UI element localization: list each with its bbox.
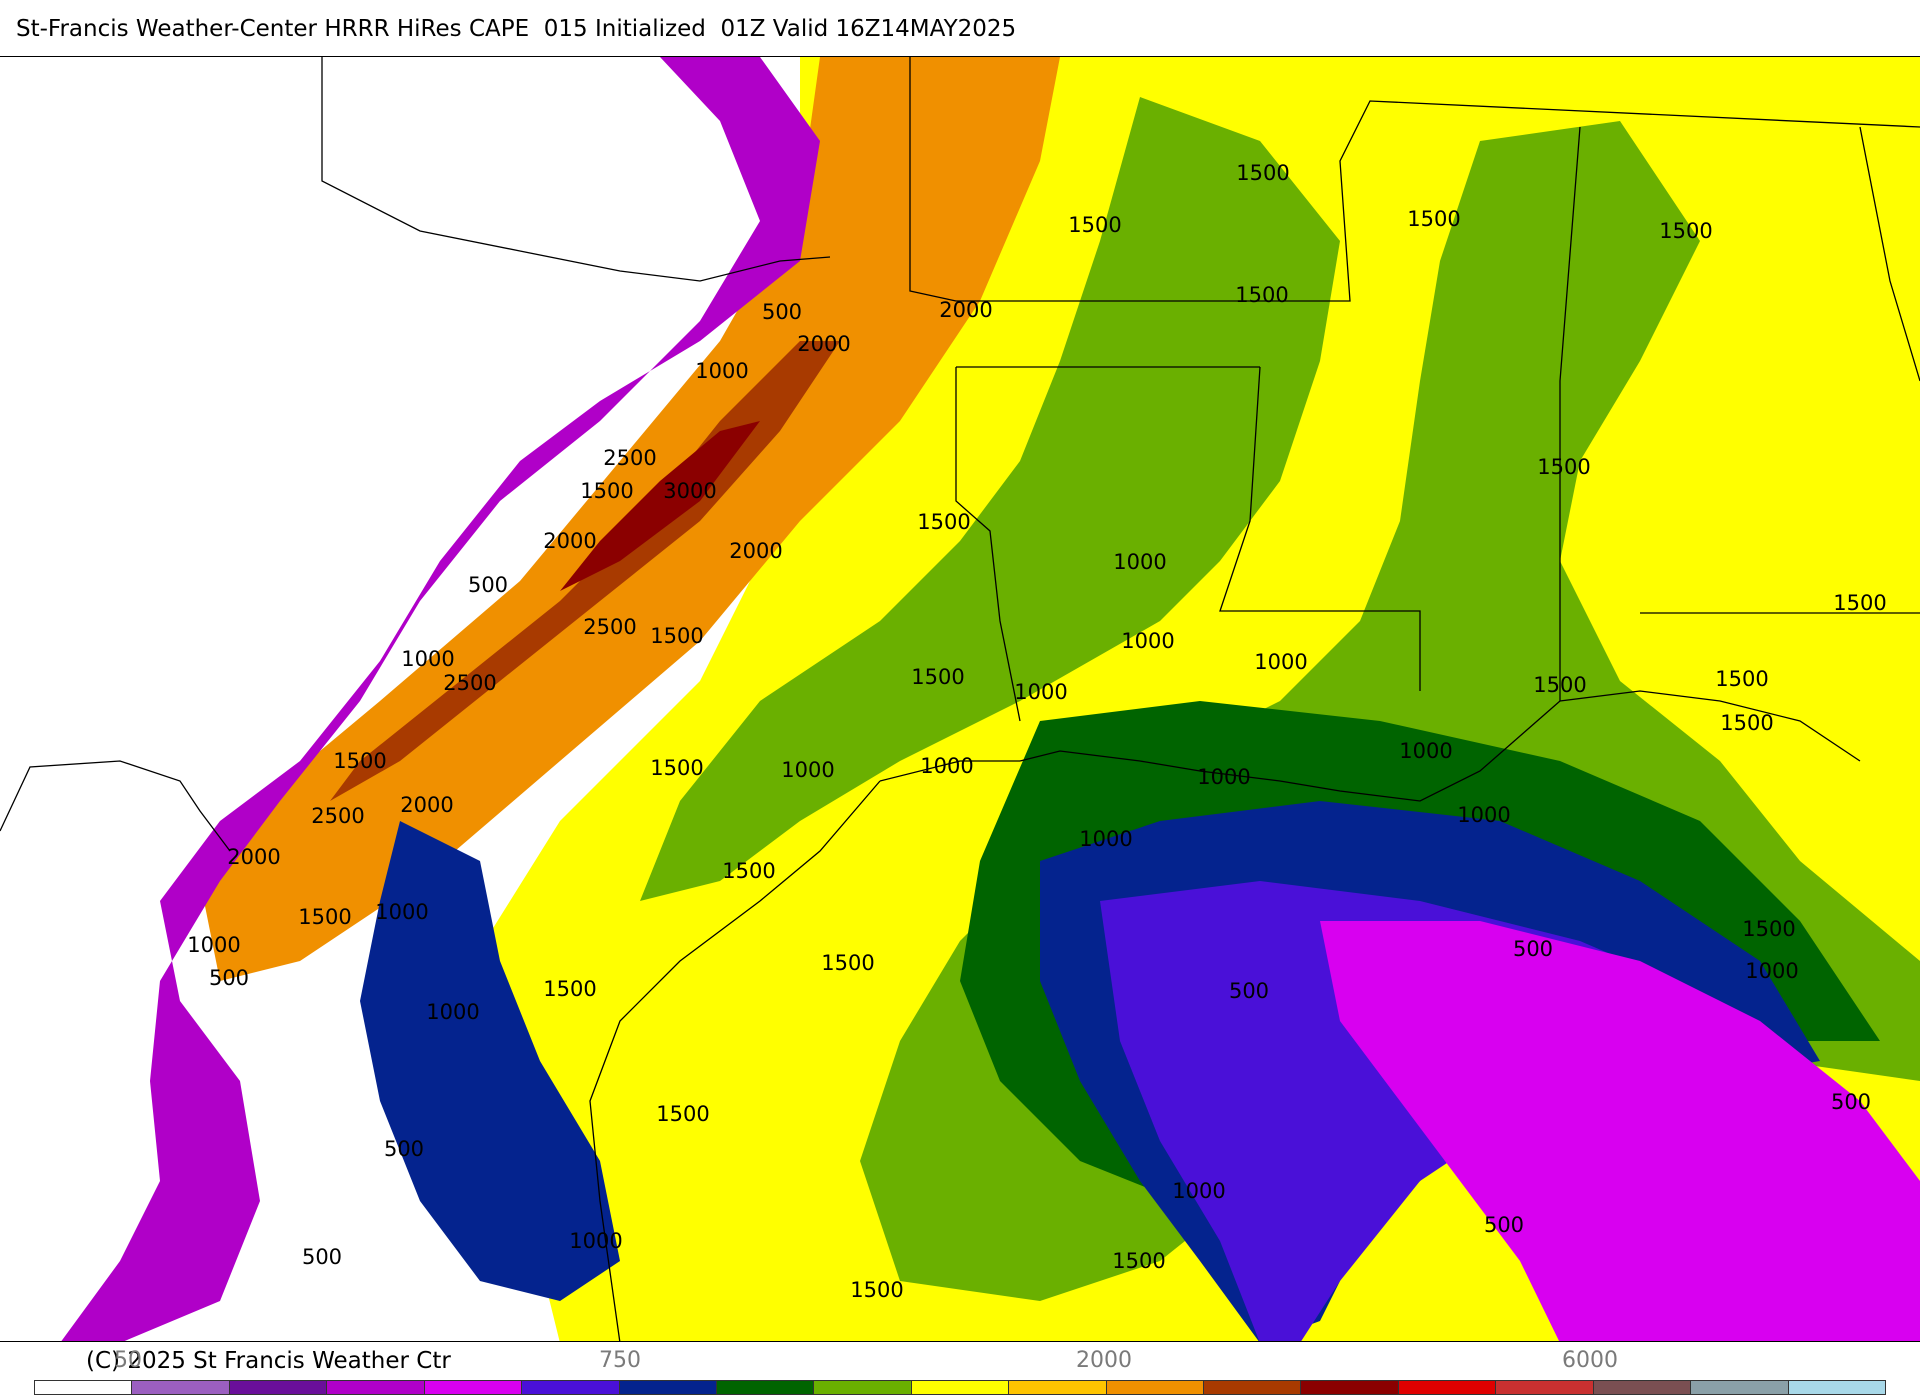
colorbar-swatch [424, 1381, 523, 1394]
contour-label: 1500 [650, 624, 704, 648]
cape-map: 1500 1500 1500 1500 1500 2000 2000 500 1000 2500 1… [0, 56, 1920, 1342]
contour-label: 1500 [1236, 161, 1290, 185]
colorbar-swatch [1398, 1381, 1497, 1394]
contour-label: 500 [467, 573, 509, 597]
contour-label: 1000 [695, 359, 749, 383]
contour-label: 1000 [1113, 550, 1167, 574]
colorbar-swatch [1301, 1381, 1399, 1394]
colorbar-swatch [619, 1381, 717, 1394]
cape-field-blue-west [360, 821, 620, 1301]
legend-bar: (C) 2025 St Francis Weather Ctr 50 750 2… [0, 1342, 1920, 1400]
contour-label: 1500 [850, 1278, 904, 1302]
contour-label: 1500 [1235, 283, 1289, 307]
contour-label: 2000 [729, 539, 783, 563]
contour-label: 500 [1228, 979, 1270, 1003]
cape-field-magenta [1320, 921, 1920, 1341]
contour-label: 2000 [797, 332, 851, 356]
colorbar-swatch [1009, 1381, 1107, 1394]
contour-label: 1000 [920, 754, 974, 778]
contour-label: 1000 [401, 647, 455, 671]
contour-label: 1000 [1121, 629, 1175, 653]
contour-label: 500 [1830, 1090, 1872, 1114]
cape-field-green-north [640, 97, 1340, 901]
contour-label: 1500 [1112, 1249, 1166, 1273]
contour-label: 1500 [298, 905, 352, 929]
contour-label: 500 [1512, 937, 1554, 961]
contour-label: 500 [208, 966, 250, 990]
colorbar-swatch [1106, 1381, 1205, 1394]
contour-label: 1500 [1659, 219, 1713, 243]
contour-label: 1500 [1720, 711, 1774, 735]
cape-field-max [560, 421, 760, 591]
contour-label: 3000 [663, 479, 717, 503]
contour-label: 1000 [1457, 803, 1511, 827]
colorbar [34, 1380, 1886, 1395]
contour-label: 2500 [603, 446, 657, 470]
contour-label: 1500 [911, 665, 965, 689]
colorbar-swatch [132, 1381, 230, 1394]
contour-label: 1000 [1197, 765, 1251, 789]
colorbar-swatch [1593, 1381, 1692, 1394]
contour-label: 1500 [1068, 213, 1122, 237]
colorbar-swatch [716, 1381, 815, 1394]
contour-label: 1000 [1014, 680, 1068, 704]
contour-label: 1000 [1172, 1179, 1226, 1203]
contour-label: 1000 [375, 900, 429, 924]
title-bar: St-Francis Weather-Center HRRR HiRes CAP… [0, 0, 1920, 56]
contour-label: 1500 [656, 1102, 710, 1126]
colorbar-swatch [229, 1381, 328, 1394]
contour-label: 1500 [333, 749, 387, 773]
colorbar-swatch [1788, 1381, 1886, 1394]
contour-label: 1500 [1537, 455, 1591, 479]
state-boundaries [0, 57, 1920, 1341]
colorbar-tick: 2000 [1076, 1348, 1132, 1373]
contour-label: 1500 [722, 859, 776, 883]
contour-label: 1000 [1399, 739, 1453, 763]
contour-label: 1500 [1833, 591, 1887, 615]
contour-label: 500 [301, 1245, 343, 1269]
contour-label: 2500 [583, 615, 637, 639]
contour-label: 1500 [543, 977, 597, 1001]
contour-label: 2000 [400, 793, 454, 817]
colorbar-tick: 50 [114, 1348, 142, 1373]
contour-label: 1000 [187, 933, 241, 957]
colorbar-swatch [1691, 1381, 1789, 1394]
colorbar-swatch [35, 1381, 133, 1394]
contour-label: 1500 [650, 756, 704, 780]
contour-label: 1000 [569, 1229, 623, 1253]
contour-label: 500 [383, 1137, 425, 1161]
colorbar-swatch [327, 1381, 425, 1394]
contour-label: 1500 [917, 510, 971, 534]
contour-label: 1000 [1745, 959, 1799, 983]
colorbar-swatch [814, 1381, 912, 1394]
copyright-text: (C) 2025 St Francis Weather Ctr [86, 1348, 451, 1374]
contour-label: 1500 [580, 479, 634, 503]
colorbar-tick: 6000 [1562, 1348, 1618, 1373]
contour-label: 1500 [1715, 667, 1769, 691]
cape-field-graphic [0, 57, 1920, 1341]
colorbar-swatch [1204, 1381, 1302, 1394]
contour-label: 1000 [426, 1000, 480, 1024]
contour-label: 1000 [1079, 827, 1133, 851]
contour-label: 2500 [443, 671, 497, 695]
colorbar-swatch [911, 1381, 1010, 1394]
contour-label: 1500 [1407, 207, 1461, 231]
contour-label: 1500 [821, 951, 875, 975]
contour-label: 1500 [1742, 917, 1796, 941]
chart-title: St-Francis Weather-Center HRRR HiRes CAP… [16, 16, 1017, 42]
colorbar-swatch [522, 1381, 620, 1394]
contour-label: 2000 [939, 298, 993, 322]
contour-label: 2000 [227, 845, 281, 869]
contour-label: 500 [1483, 1213, 1525, 1237]
colorbar-swatch [1496, 1381, 1594, 1394]
contour-label: 1000 [1254, 650, 1308, 674]
contour-label: 500 [761, 300, 803, 324]
contour-label: 1500 [1533, 673, 1587, 697]
contour-label: 2500 [311, 804, 365, 828]
contour-label: 2000 [543, 529, 597, 553]
colorbar-tick: 750 [599, 1348, 641, 1373]
contour-label: 1000 [781, 758, 835, 782]
